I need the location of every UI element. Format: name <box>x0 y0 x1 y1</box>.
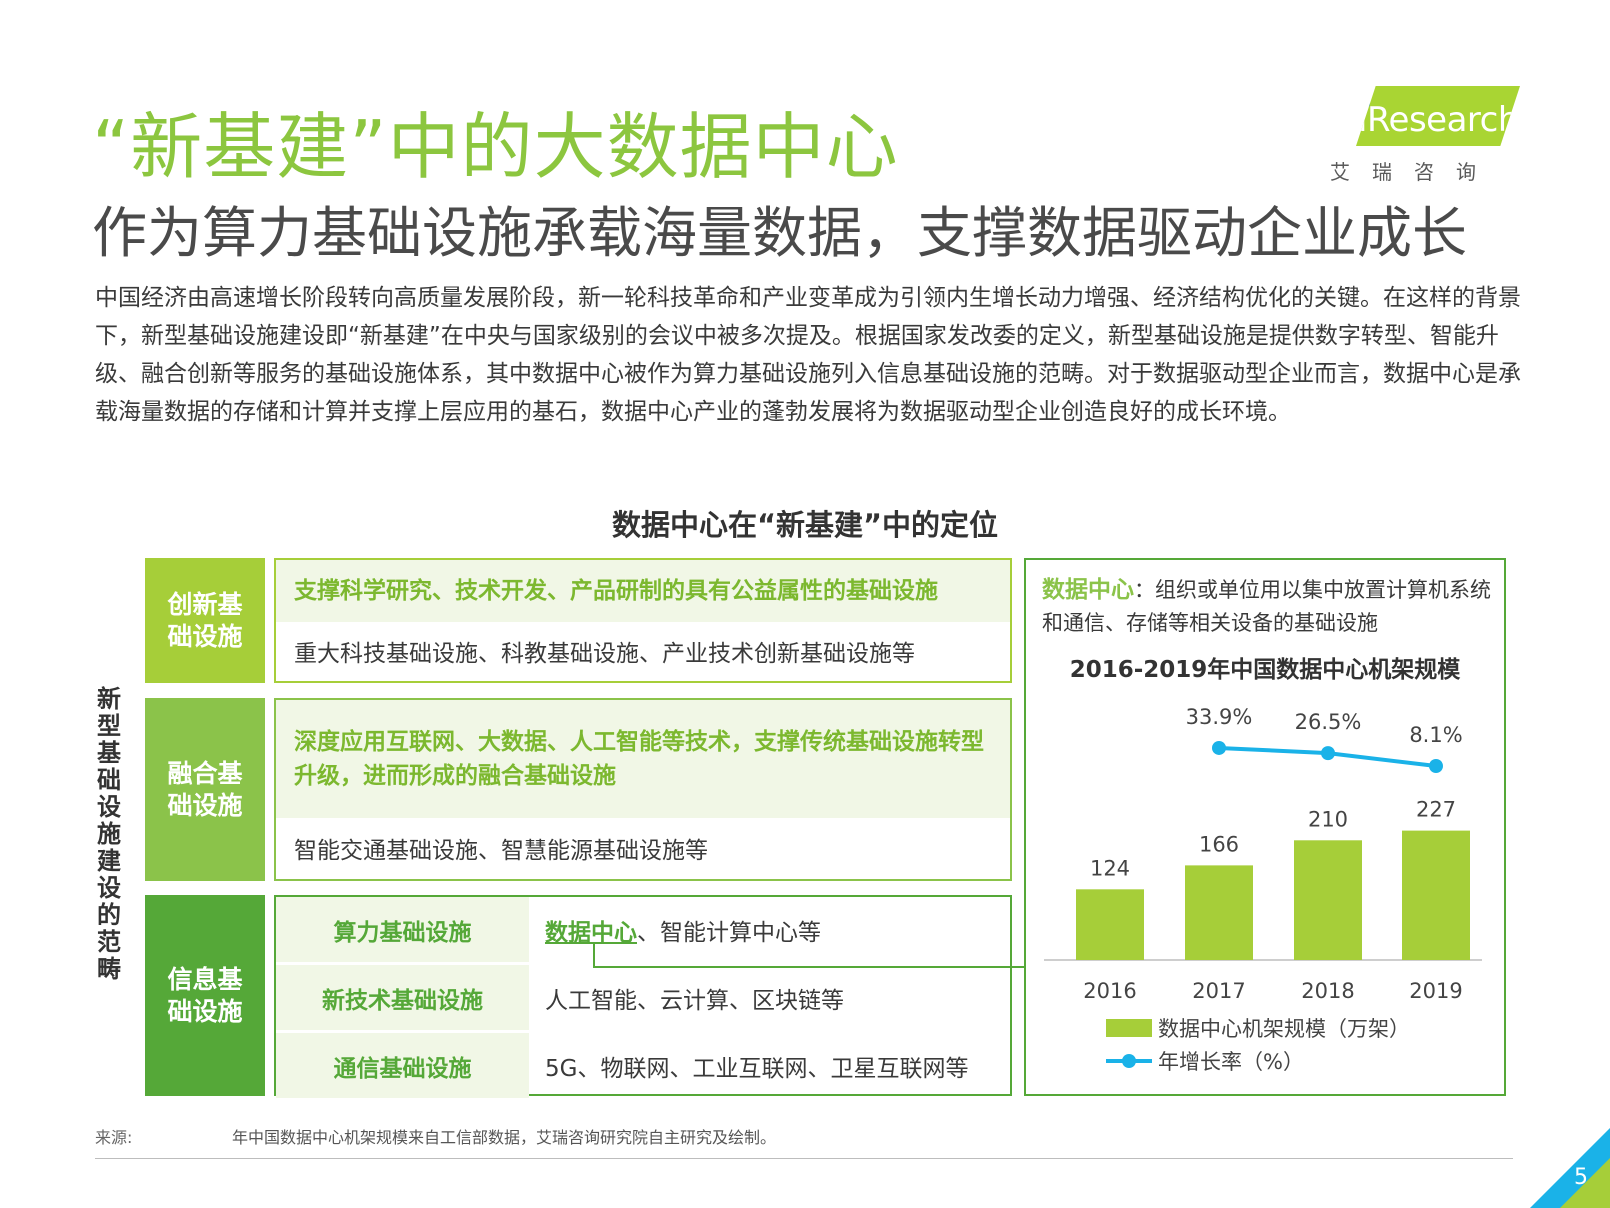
diagram-title: 数据中心在“新基建”中的定位 <box>611 508 999 542</box>
legend-line-marker <box>1122 1054 1136 1068</box>
category-innovation-box: 支撑科学研究、技术开发、产品研制的具有公益属性的基础设施 重大科技基础设施、科教… <box>274 558 1012 683</box>
bar-value-label: 210 <box>1308 807 1348 831</box>
growth-point-2019 <box>1429 759 1443 773</box>
info-row-value-rest: 、智能计算中心等 <box>637 919 821 946</box>
info-row-value: 人工智能、云计算、区块链等 <box>545 987 844 1014</box>
category-information-label: 信息基础设施 <box>145 895 265 1096</box>
logo-dot-icon <box>1362 100 1370 108</box>
logo-badge: iResearch <box>1356 86 1520 146</box>
info-row-key: 算力基础设施 <box>276 897 529 962</box>
category-fusion-label: 融合基础设施 <box>145 698 265 881</box>
growth-value-label: 26.5% <box>1295 710 1362 734</box>
growth-point-2017 <box>1212 740 1226 755</box>
iresearch-logo: iResearch 艾瑞咨询 <box>1330 86 1530 186</box>
vertical-category-label: 新型基础设施建设的范畴 <box>97 685 121 983</box>
innovation-examples: 重大科技基础设施、科教基础设施、产业技术创新基础设施等 <box>294 641 915 667</box>
fusion-definition: 深度应用互联网、大数据、人工智能等技术，支撑传统基础设施转型升级，进而形成的融合… <box>276 700 1010 818</box>
x-tick-label: 2019 <box>1409 979 1462 1003</box>
rack-scale-chart: 124 2016 166 2017 210 2018 227 2019 33.9% 26.5% 8.… <box>1044 705 1482 1074</box>
footer-note: 年中国数据中心机架规模来自工信部数据，艾瑞咨询研究院自主研究及绘制。 <box>232 1128 777 1147</box>
innovation-definition: 支撑科学研究、技术开发、产品研制的具有公益属性的基础设施 <box>276 560 1010 622</box>
data-center-term: 数据中心 <box>1042 577 1134 603</box>
bar-value-label: 227 <box>1416 798 1456 822</box>
info-row-key: 新技术基础设施 <box>276 965 529 1030</box>
category-innovation-label: 创新基础设施 <box>145 558 265 683</box>
chart-title: 2016-2019年中国数据中心机架规模 <box>1069 657 1461 683</box>
info-row-value: 数据中心 、智能计算中心等 <box>529 897 1010 962</box>
bar-2016 <box>1076 889 1144 960</box>
page-subtitle: 作为算力基础设施承载海量数据，支撑数据驱动企业成长 <box>92 201 1468 265</box>
logo-text: iResearch <box>1358 100 1519 140</box>
fusion-examples: 智能交通基础设施、智慧能源基础设施等 <box>294 838 708 864</box>
data-center-panel: 数据中心：组织或单位用以集中放置计算机系统和通信、存储等相关设备的基础设施 20… <box>1024 558 1506 1096</box>
info-row-key: 通信基础设施 <box>276 1033 529 1098</box>
growth-point-2018 <box>1321 746 1335 761</box>
bar-2019 <box>1402 830 1470 960</box>
x-tick-label: 2017 <box>1192 979 1245 1003</box>
bar-value-label: 124 <box>1090 856 1130 880</box>
connector-line <box>593 966 1026 968</box>
x-tick-label: 2016 <box>1083 979 1136 1003</box>
info-row-new-tech: 新技术基础设施 人工智能、云计算、区块链等 <box>276 965 1010 1030</box>
legend-line-label: 年增长率（%） <box>1158 1050 1304 1074</box>
bar-value-label: 166 <box>1199 832 1239 856</box>
legend-bar-swatch <box>1106 1019 1152 1037</box>
legend-bar-label: 数据中心机架规模（万架） <box>1158 1017 1410 1041</box>
info-row-communication: 通信基础设施 5G、物联网、工业互联网、卫星互联网等 <box>276 1033 1010 1098</box>
logo-chinese-name: 艾瑞咨询 <box>1330 160 1498 184</box>
page-title: “新基建”中的大数据中心 <box>92 105 899 189</box>
growth-value-label: 33.9% <box>1186 705 1253 729</box>
info-row-computing: 算力基础设施 数据中心 、智能计算中心等 <box>276 897 1010 962</box>
category-information-box: 算力基础设施 数据中心 、智能计算中心等 新技术基础设施 人工智能、云计算、区块链… <box>274 895 1012 1098</box>
footer-source-label: 来源: <box>95 1128 133 1147</box>
bar-2017 <box>1185 865 1253 960</box>
data-center-definition-text: ：组织或单位用以集中放置计算机系统和通信、存储等相关设备的基础设施 <box>1042 578 1491 635</box>
footer-divider <box>95 1158 1513 1159</box>
page-number: 5 <box>1574 1165 1588 1190</box>
data-center-definition: 数据中心：组织或单位用以集中放置计算机系统和通信、存储等相关设备的基础设施 <box>1042 574 1492 640</box>
connector-line <box>593 942 595 968</box>
growth-value-label: 8.1% <box>1409 723 1462 747</box>
data-center-link: 数据中心 <box>545 919 637 946</box>
bar-2018 <box>1294 840 1362 960</box>
category-fusion-box: 深度应用互联网、大数据、人工智能等技术，支撑传统基础设施转型升级，进而形成的融合… <box>274 698 1012 881</box>
x-tick-label: 2018 <box>1301 979 1354 1003</box>
corner-decoration <box>1530 1128 1610 1208</box>
info-row-value: 5G、物联网、工业互联网、卫星互联网等 <box>545 1055 969 1082</box>
intro-paragraph: 中国经济由高速增长阶段转向高质量发展阶段，新一轮科技革命和产业变革成为引领内生增… <box>95 285 1521 425</box>
